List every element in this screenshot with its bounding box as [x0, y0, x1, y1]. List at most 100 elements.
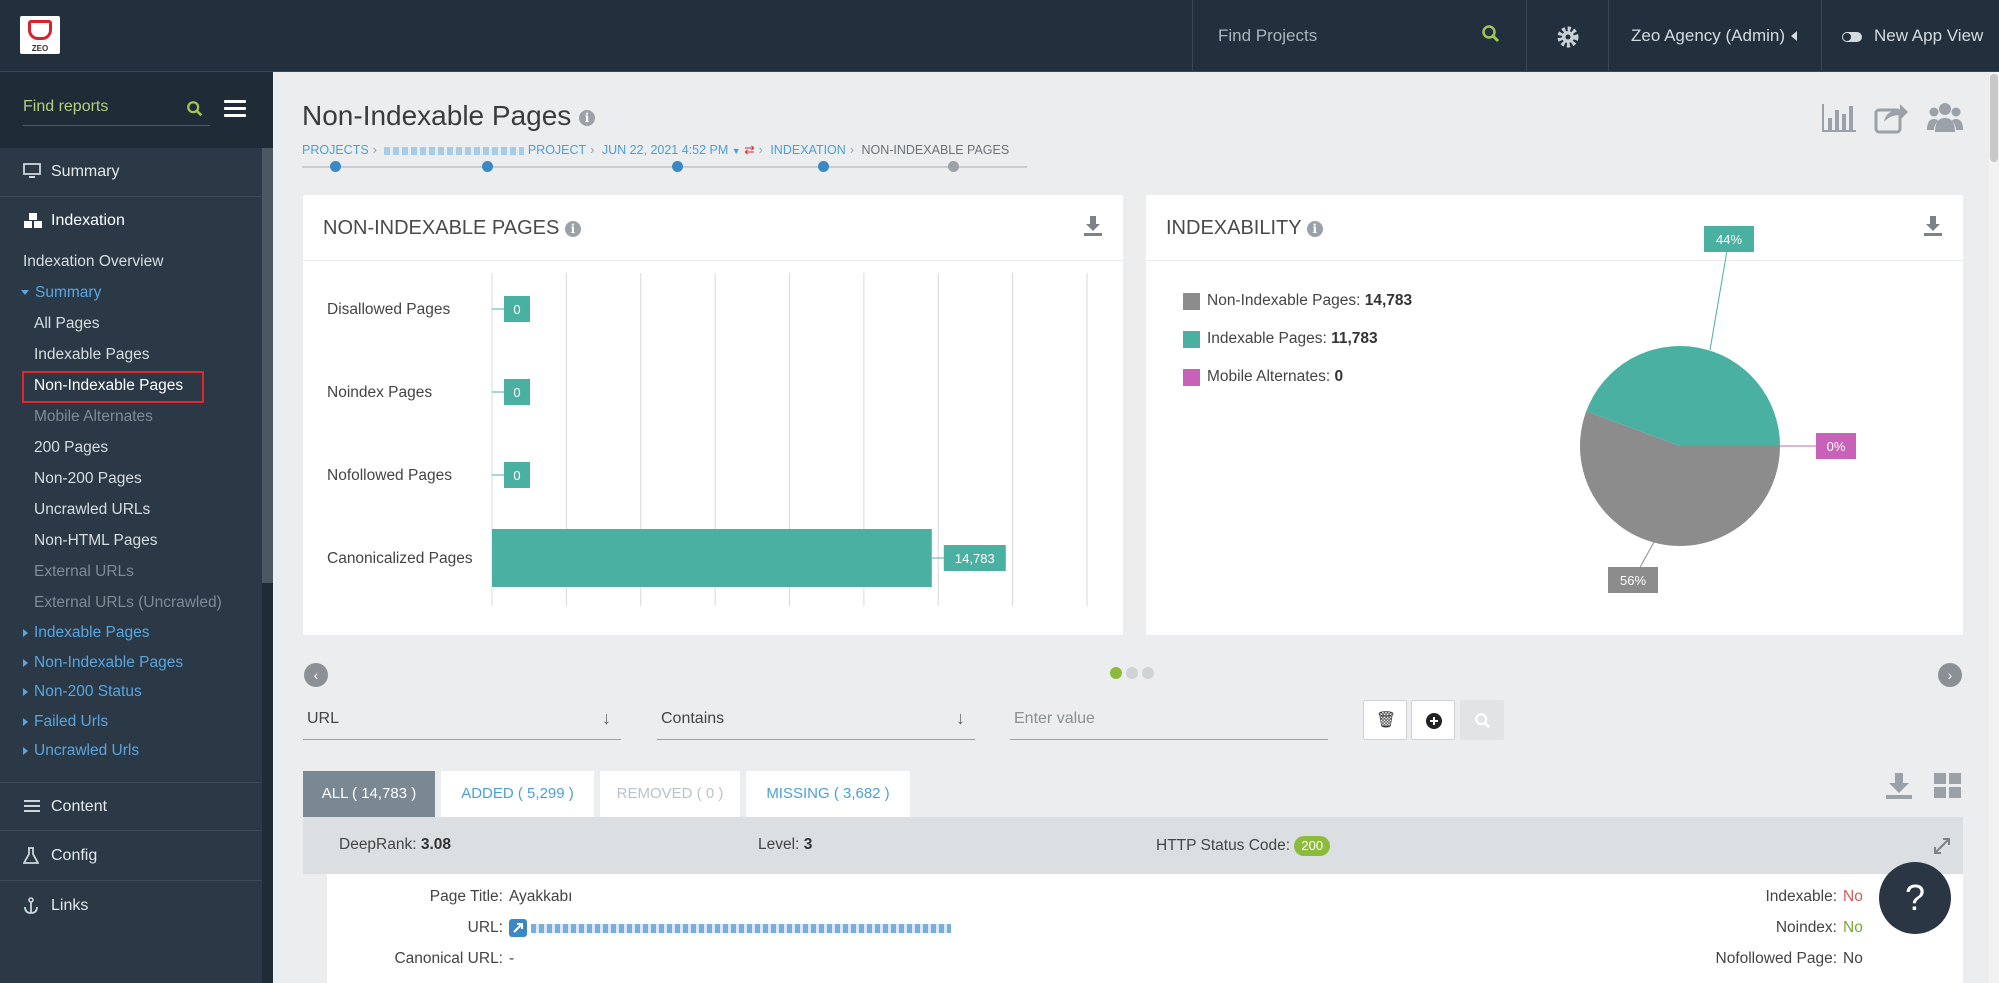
info-icon[interactable]: i — [564, 220, 581, 237]
sidebar-item-mobile-alternates[interactable]: Mobile Alternates — [34, 408, 153, 425]
carousel-dot[interactable] — [1110, 667, 1122, 679]
search-filter-button[interactable] — [1460, 700, 1504, 740]
bar-chart-icon[interactable] — [1820, 100, 1858, 134]
carousel-dot[interactable] — [1142, 667, 1154, 679]
sidebar-group-uncrawled-urls[interactable]: Uncrawled Urls — [23, 742, 139, 760]
sidebar-item-200-pages[interactable]: 200 Pages — [34, 439, 109, 456]
filter-value-input[interactable]: Enter value — [1010, 700, 1328, 740]
sidebar-group-summary[interactable]: Summary — [21, 284, 101, 302]
tab-missing[interactable]: MISSING ( 3,682 ) — [746, 771, 910, 817]
pie-slice — [1580, 411, 1780, 546]
arrow-down-icon: ↓ — [956, 708, 965, 728]
zeo-logo[interactable]: ZEO — [20, 16, 60, 54]
search-icon[interactable] — [186, 100, 204, 118]
sidebar-item-non-indexable-pages[interactable]: Non-Indexable Pages — [34, 377, 184, 394]
flask-icon — [23, 847, 39, 864]
sidebar-item-label: Indexation — [51, 212, 125, 229]
sidebar-item-external-urls[interactable]: External URLs — [34, 563, 134, 580]
table-row-header[interactable]: DeepRank: 3.08 Level: 3 HTTP Status Code… — [303, 817, 1963, 874]
tab-all[interactable]: ALL ( 14,783 ) — [303, 771, 435, 817]
settings-button[interactable] — [1526, 0, 1609, 72]
sidebar-group-indexable-pages[interactable]: Indexable Pages — [23, 624, 149, 642]
info-icon[interactable]: i — [1306, 220, 1323, 237]
card-title-text: NON-INDEXABLE PAGES — [323, 217, 560, 239]
search-icon[interactable] — [1481, 24, 1501, 44]
expand-icon[interactable] — [1933, 837, 1951, 855]
carousel-prev-button[interactable]: ‹ — [304, 663, 328, 687]
sidebar-item-non-200-pages[interactable]: Non-200 Pages — [34, 470, 142, 487]
find-projects-input[interactable]: Find Projects — [1218, 26, 1318, 45]
help-button[interactable]: ? — [1879, 862, 1951, 934]
sidebar-item-all-pages[interactable]: All Pages — [34, 315, 100, 332]
sidebar-item-indexation[interactable]: Indexation — [0, 197, 262, 246]
page-scrollbar[interactable] — [1989, 72, 1999, 983]
sidebar-group-non-indexable-pages[interactable]: Non-Indexable Pages — [23, 654, 183, 672]
new-app-view-toggle[interactable]: New App View — [1822, 0, 1999, 72]
user-menu[interactable]: Zeo Agency (Admin) — [1609, 0, 1822, 72]
sidebar-item-indexation-overview[interactable]: Indexation Overview — [23, 253, 164, 270]
caret-down-icon[interactable]: ▼ — [731, 146, 741, 156]
external-link-icon[interactable] — [509, 919, 527, 937]
info-icon[interactable]: i — [579, 109, 596, 126]
crumb-project-name-redacted[interactable] — [384, 146, 525, 155]
legend-value: 14,783 — [1364, 292, 1413, 309]
hamburger-menu-icon[interactable] — [224, 100, 246, 118]
breadcrumb-dot[interactable] — [482, 161, 493, 172]
noindex-label: Noindex: — [1775, 919, 1837, 936]
sidebar-item-config[interactable]: Config — [0, 832, 262, 881]
download-icon[interactable] — [1923, 215, 1943, 237]
breadcrumb-dot[interactable] — [330, 161, 341, 172]
download-icon[interactable] — [1083, 215, 1103, 237]
sidebar-group-failed-urls[interactable]: Failed Urls — [23, 713, 108, 731]
users-icon[interactable] — [1926, 100, 1964, 134]
crumb-project[interactable]: PROJECT — [527, 143, 587, 157]
find-projects-search[interactable]: Find Projects — [1192, 0, 1526, 72]
sidebar-item-links[interactable]: Links — [0, 882, 262, 931]
share-icon[interactable] — [1874, 100, 1910, 134]
url-redacted[interactable] — [531, 923, 952, 933]
sidebar-item-summary[interactable]: Summary — [0, 148, 262, 197]
level-field: Level: 3 — [758, 836, 812, 854]
canonical-url-label: Canonical URL: — [394, 950, 503, 967]
field-label: HTTP Status Code: — [1156, 837, 1291, 854]
tab-removed[interactable]: REMOVED ( 0 ) — [600, 771, 740, 817]
nofollowed-value: No — [1843, 950, 1863, 967]
page-title-text: Non-Indexable Pages — [302, 100, 572, 131]
page-title-value: Ayakkabı — [509, 888, 573, 905]
legend-label: Mobile Alternates: — [1207, 368, 1331, 385]
crumb-projects[interactable]: PROJECTS — [302, 143, 369, 157]
page-title-label: Page Title: — [429, 888, 503, 905]
grid-view-icon[interactable] — [1933, 772, 1963, 800]
compare-icon[interactable]: ⇄ — [744, 143, 755, 157]
gear-icon — [1557, 26, 1579, 48]
sidebar-item-content[interactable]: Content — [0, 782, 262, 831]
breadcrumb-dot[interactable] — [672, 161, 683, 172]
tab-added[interactable]: ADDED ( 5,299 ) — [441, 771, 594, 817]
sidebar-group-non-200-status[interactable]: Non-200 Status — [23, 683, 142, 701]
breadcrumb-dot[interactable] — [818, 161, 829, 172]
find-reports-search[interactable]: Find reports — [23, 94, 210, 126]
page-title: Non-Indexable Pages i — [302, 100, 596, 132]
url-value[interactable] — [509, 919, 952, 937]
carousel-next-button[interactable]: › — [1938, 663, 1962, 687]
sidebar-scrollbar[interactable] — [262, 148, 273, 583]
sidebar-item-external-urls-uncrawled[interactable]: External URLs (Uncrawled) — [34, 594, 222, 611]
crumb-date[interactable]: JUN 22, 2021 4:52 PM — [601, 143, 729, 157]
sidebar-item-label: Config — [51, 847, 98, 864]
carousel-dot[interactable] — [1126, 667, 1138, 679]
download-icon[interactable] — [1884, 772, 1914, 800]
sidebar-item-non-html-pages[interactable]: Non-HTML Pages — [34, 532, 158, 549]
add-filter-button[interactable] — [1411, 700, 1455, 740]
filter-field-select[interactable]: URL ↓ — [303, 700, 621, 740]
pie-leader-line — [1709, 238, 1730, 351]
caret-right-icon — [23, 746, 28, 755]
crumb-indexation[interactable]: INDEXATION — [770, 143, 846, 157]
legend-non-indexable: Non-Indexable Pages: 14,783 — [1207, 292, 1412, 310]
filter-field-value: URL — [307, 710, 340, 727]
sidebar-item-indexable-pages[interactable]: Indexable Pages — [34, 346, 150, 363]
active-item-highlight — [22, 371, 204, 403]
sidebar-item-uncrawled-urls[interactable]: Uncrawled URLs — [34, 501, 151, 518]
find-reports-input[interactable]: Find reports — [23, 98, 109, 115]
filter-operator-select[interactable]: Contains ↓ — [657, 700, 975, 740]
delete-filter-button[interactable]: 🗑 — [1363, 700, 1407, 740]
